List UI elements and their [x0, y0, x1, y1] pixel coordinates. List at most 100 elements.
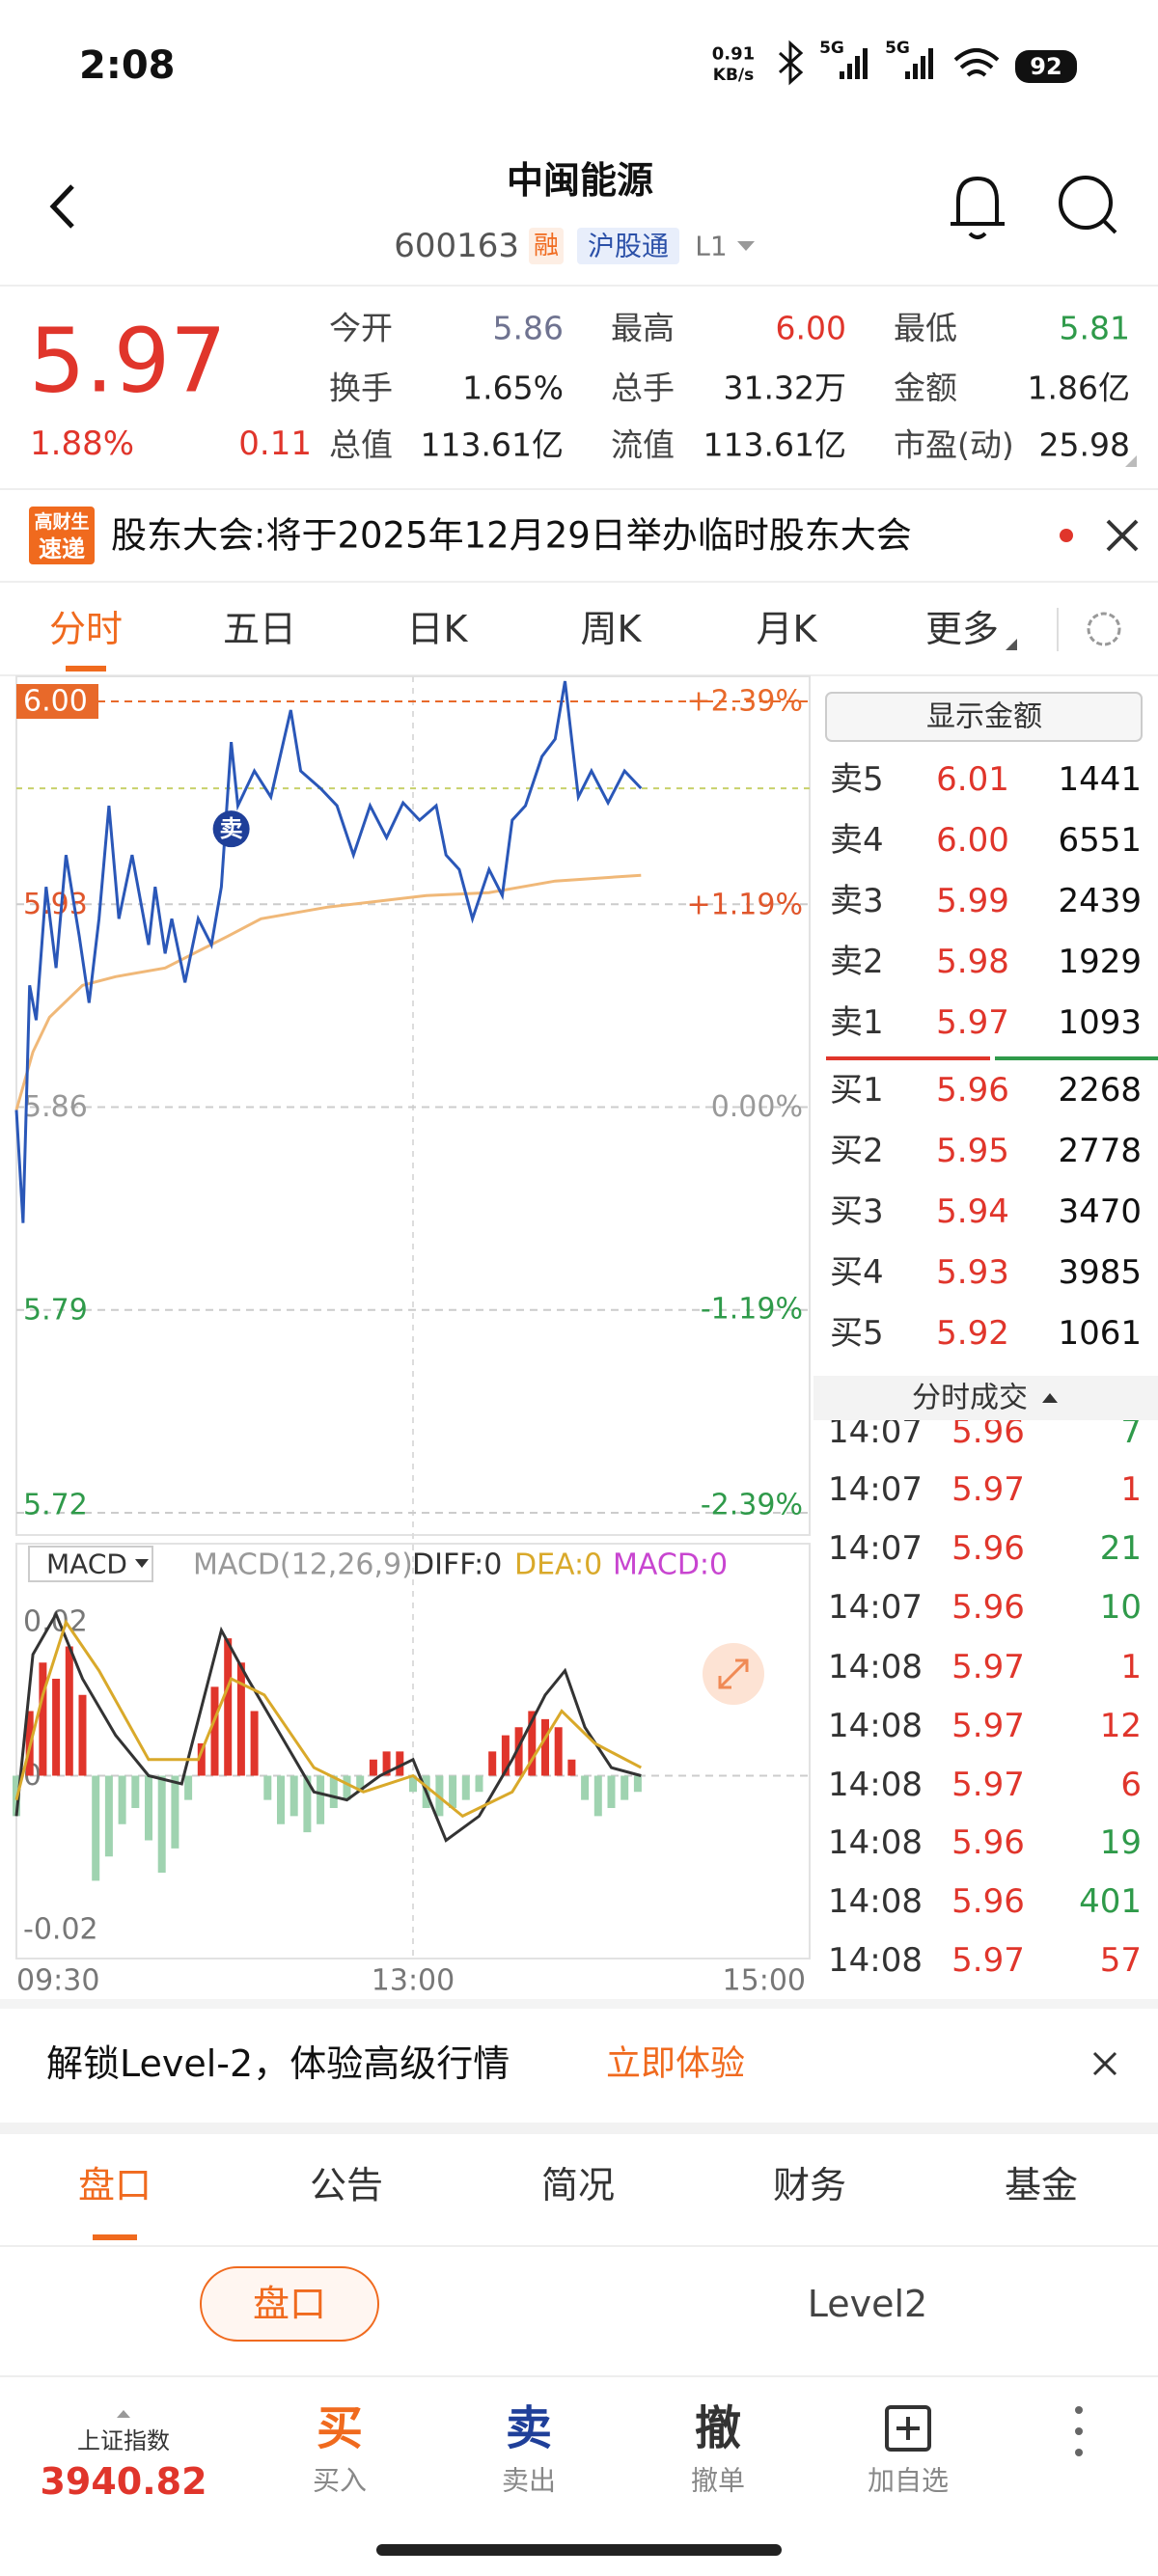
- period-tab[interactable]: 周K: [581, 608, 643, 650]
- news-headline[interactable]: 股东大会:将于2025年12月29日举办临时股东大会: [111, 515, 912, 557]
- action-label[interactable]: 加自选: [868, 2465, 949, 2497]
- macd-bar: [461, 1775, 470, 1800]
- signal-bar: [913, 64, 918, 79]
- indicator-select[interactable]: [28, 1546, 153, 1582]
- trade-price: 5.97: [951, 1470, 1025, 1509]
- ask-bid-sep-red: [826, 1056, 990, 1060]
- average-line: [14, 873, 642, 1110]
- stat-label: 流值: [611, 426, 675, 464]
- trades-arrow: [1042, 1393, 1058, 1403]
- close-banner[interactable]: [1092, 2051, 1117, 2076]
- period-tab[interactable]: 更多: [925, 608, 999, 650]
- order-price: 5.92: [936, 1314, 1009, 1353]
- order-volume: 2778: [1058, 1132, 1142, 1170]
- more-dot: [1075, 2427, 1083, 2435]
- action-icon[interactable]: 撤: [695, 2401, 741, 2455]
- x-tick-label: 13:00: [372, 1964, 455, 1998]
- action-icon[interactable]: 卖: [506, 2401, 552, 2455]
- macd-bar: [39, 1662, 47, 1776]
- back-button[interactable]: [49, 184, 74, 229]
- change-percent: 1.88%: [30, 425, 134, 463]
- tag-margin: [529, 228, 564, 264]
- index-value[interactable]: 3940.82: [40, 2460, 207, 2503]
- action-icon[interactable]: 买: [317, 2401, 363, 2455]
- y-tick-label: 5.79: [23, 1293, 88, 1327]
- settings-button[interactable]: [1087, 612, 1121, 646]
- sub-tab-pill[interactable]: [200, 2266, 379, 2342]
- stat-value: 113.61亿: [703, 426, 846, 464]
- order-level: 卖5: [830, 760, 884, 799]
- indicator-params: MACD(12,26,9): [193, 1548, 413, 1582]
- order-level: 卖2: [830, 943, 884, 981]
- macd-bar: [52, 1679, 61, 1776]
- close-news[interactable]: [1106, 519, 1139, 552]
- info-tab[interactable]: 盘口: [78, 2164, 152, 2206]
- stat-value: 25.98: [1039, 426, 1130, 464]
- index-name[interactable]: 上证指数: [77, 2427, 170, 2454]
- x-tick-label: 09:30: [16, 1964, 99, 1998]
- trade-volume: 10: [1100, 1588, 1142, 1627]
- stat-label: 总值: [329, 426, 393, 464]
- stat-value: 5.86: [493, 310, 564, 347]
- order-volume: 6551: [1058, 821, 1142, 860]
- macd-bar: [514, 1727, 523, 1776]
- indicator-arrow: [135, 1559, 149, 1568]
- sub-tab[interactable]: 盘口: [253, 2283, 326, 2325]
- amount-toggle[interactable]: [825, 692, 1143, 742]
- info-tab[interactable]: 财务: [773, 2164, 846, 2206]
- level2-action[interactable]: 立即体验: [606, 2044, 745, 2084]
- y2-tick-label: -2.39%: [701, 1489, 803, 1522]
- order-price: 5.99: [936, 882, 1009, 920]
- period-tab[interactable]: 分时: [49, 608, 123, 650]
- sub-tab[interactable]: Level2: [808, 2283, 927, 2325]
- add-watch-icon[interactable]: [885, 2405, 931, 2452]
- period-tab[interactable]: 日K: [407, 608, 469, 650]
- tag-connect-text: 沪股通: [588, 231, 669, 262]
- trade-volume: 19: [1100, 1823, 1142, 1862]
- macd-bar: [78, 1694, 87, 1776]
- info-tab-underline: [93, 2234, 137, 2240]
- high-price-box: [16, 684, 98, 719]
- order-price: 5.98: [936, 943, 1009, 981]
- macd-bar: [501, 1735, 510, 1776]
- order-price: 6.01: [936, 760, 1009, 799]
- action-label[interactable]: 卖出: [502, 2465, 556, 2497]
- macd-bar: [369, 1759, 377, 1776]
- tag-connect: [577, 228, 679, 264]
- action-label[interactable]: 买入: [313, 2465, 367, 2497]
- period-tab[interactable]: 月K: [757, 608, 818, 650]
- y2-tick-label: 0.00%: [711, 1090, 803, 1124]
- trade-time: 14:08: [828, 1823, 923, 1862]
- period-tab[interactable]: 五日: [223, 608, 296, 650]
- macd-bar: [184, 1775, 193, 1800]
- order-volume: 2268: [1058, 1071, 1142, 1110]
- amount-toggle-label[interactable]: 显示金额: [926, 700, 1042, 734]
- add-watch-plus: [896, 2417, 920, 2440]
- trade-time: 14:08: [828, 1707, 923, 1745]
- signal-bar: [840, 71, 844, 79]
- bell-button[interactable]: [951, 176, 1005, 239]
- macd-bar: [171, 1775, 179, 1849]
- trade-time: 14:08: [828, 1882, 923, 1921]
- news-badge-top: 高财生: [34, 510, 89, 533]
- info-tab[interactable]: 简况: [541, 2164, 615, 2206]
- legend-entry: DEA:0: [514, 1548, 602, 1582]
- stat-label: 市盈(动): [894, 426, 1014, 464]
- macd-bar: [277, 1775, 285, 1824]
- search-button[interactable]: [1059, 176, 1113, 230]
- legend-entry: MACD:0: [613, 1548, 728, 1582]
- info-tab[interactable]: 基金: [1005, 2164, 1078, 2206]
- section-gap: [0, 1999, 1158, 2009]
- stat-label: 换手: [329, 370, 393, 407]
- macd-bar: [157, 1775, 166, 1873]
- trade-price: 5.97: [951, 1766, 1025, 1804]
- trades-header: [813, 1376, 1158, 1420]
- action-label[interactable]: 撤单: [691, 2465, 745, 2497]
- more-dot: [1075, 2449, 1083, 2456]
- trade-time: 14:07: [828, 1588, 923, 1627]
- info-tab[interactable]: 公告: [310, 2164, 383, 2206]
- stock-name: 中闽能源: [507, 159, 653, 202]
- macd-bar: [633, 1775, 642, 1793]
- level2-promo[interactable]: 解锁Level-2，体验高级行情: [46, 2042, 510, 2085]
- signal-bar: [863, 48, 868, 79]
